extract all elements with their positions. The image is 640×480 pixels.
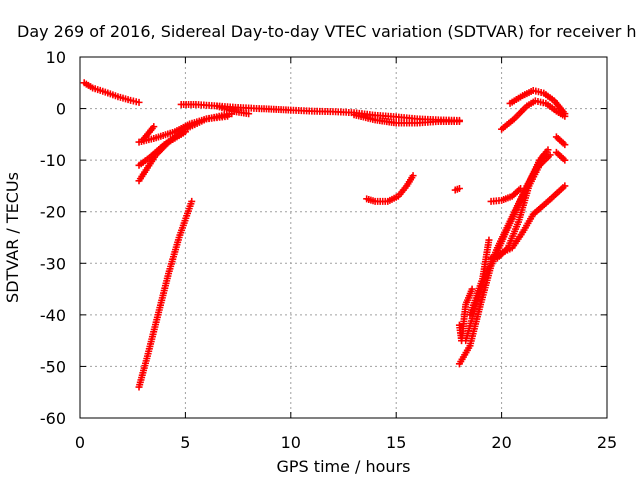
series-track-08 xyxy=(350,111,463,127)
series-track-01 xyxy=(80,79,143,106)
data-point xyxy=(561,141,569,149)
x-tick-label: 15 xyxy=(386,433,406,452)
data-point xyxy=(135,98,143,106)
x-tick-label: 0 xyxy=(75,433,85,452)
series-track-18 xyxy=(487,185,525,205)
data-point xyxy=(150,123,158,131)
data-point xyxy=(544,146,552,154)
data-series xyxy=(80,79,569,391)
series-track-10 xyxy=(363,172,417,205)
data-point xyxy=(485,236,493,244)
data-point xyxy=(561,112,569,120)
x-tick-label: 25 xyxy=(597,433,617,452)
data-point xyxy=(455,185,463,193)
series-track-22 xyxy=(552,148,569,164)
y-tick-label: -20 xyxy=(40,203,66,222)
y-tick-label: -10 xyxy=(40,151,66,170)
x-tick-label: 20 xyxy=(491,433,511,452)
series-track-17 xyxy=(493,151,554,262)
y-axis-label: SDTVAR / TECUs xyxy=(3,172,22,303)
data-point xyxy=(188,197,196,205)
y-tick-label: -60 xyxy=(40,409,66,428)
x-axis-label: GPS time / hours xyxy=(277,457,411,476)
series-track-04 xyxy=(135,128,189,185)
data-point xyxy=(546,151,554,159)
data-point xyxy=(561,156,569,164)
data-point xyxy=(181,128,189,136)
y-tick-label: -40 xyxy=(40,306,66,325)
chart-title: Day 269 of 2016, Sidereal Day-to-day VTE… xyxy=(17,22,637,41)
axis-ticks: 0 5 10 15 20 25 10 0 -10 -20 -30 -40 -50 -60 xyxy=(40,48,617,452)
data-point xyxy=(245,110,253,118)
series-track-15 xyxy=(466,236,493,319)
series-track-11 xyxy=(451,185,463,194)
series-track-13 xyxy=(455,146,552,368)
y-tick-label: -50 xyxy=(40,357,66,376)
y-tick-label: 0 xyxy=(56,100,66,119)
x-tick-label: 10 xyxy=(281,433,301,452)
series-track-09 xyxy=(135,197,196,391)
series-track-21 xyxy=(552,133,569,149)
series-track-07 xyxy=(213,102,253,118)
data-point xyxy=(517,185,525,193)
data-point xyxy=(468,285,476,293)
y-tick-label: -30 xyxy=(40,254,66,273)
data-point xyxy=(561,182,569,190)
data-point xyxy=(409,172,417,180)
y-tick-label: 10 xyxy=(46,48,66,67)
data-point xyxy=(455,117,463,125)
x-tick-label: 5 xyxy=(180,433,190,452)
series-track-20 xyxy=(498,97,569,133)
plot-frame xyxy=(79,56,608,419)
series-track-05 xyxy=(139,123,158,144)
